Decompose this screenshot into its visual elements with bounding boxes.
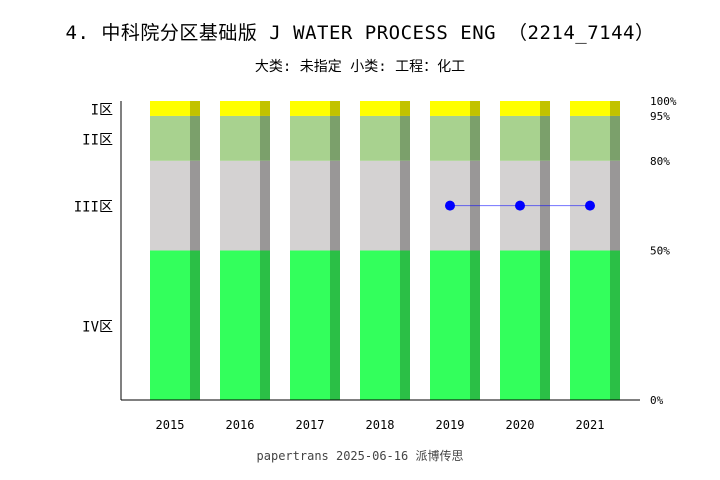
bar-shade-2017-zone-2 <box>330 115 340 161</box>
x-tick-label-2015: 2015 <box>156 418 185 432</box>
bar-shade-2015-zone-2 <box>190 115 200 161</box>
bar-shade-2021-zone-0 <box>610 250 620 400</box>
bar-shade-2017-zone-1 <box>330 160 340 251</box>
bar-segment-2018-zone-0 <box>360 250 400 400</box>
bar-segment-2017-zone-3 <box>290 101 330 116</box>
bar-shade-2017-zone-3 <box>330 101 340 116</box>
bar-shade-2019-zone-0 <box>470 250 480 400</box>
percent-tick-4: 0% <box>650 394 664 407</box>
bar-shade-2020-zone-2 <box>540 115 550 161</box>
bar-segment-2021-zone-2 <box>570 115 610 161</box>
bar-shade-2016-zone-1 <box>260 160 270 251</box>
bar-segment-2016-zone-1 <box>220 160 260 251</box>
bar-shade-2018-zone-3 <box>400 101 410 116</box>
bar-segment-2015-zone-3 <box>150 101 190 116</box>
zone-label-1: II区 <box>82 132 113 148</box>
x-tick-label-2020: 2020 <box>506 418 535 432</box>
bar-shade-2021-zone-1 <box>610 160 620 251</box>
bar-segment-2019-zone-2 <box>430 115 470 161</box>
bar-shade-2020-zone-0 <box>540 250 550 400</box>
bar-shade-2021-zone-3 <box>610 101 620 116</box>
x-tick-label-2019: 2019 <box>436 418 465 432</box>
series-point-2020 <box>515 200 525 211</box>
x-tick-label-2016: 2016 <box>226 418 255 432</box>
bar-segment-2016-zone-3 <box>220 101 260 116</box>
bar-shade-2016-zone-3 <box>260 101 270 116</box>
bar-shade-2018-zone-2 <box>400 115 410 161</box>
bar-segment-2021-zone-0 <box>570 250 610 400</box>
bar-segment-2020-zone-0 <box>500 250 540 400</box>
bar-segment-2015-zone-0 <box>150 250 190 400</box>
bar-segment-2017-zone-0 <box>290 250 330 400</box>
series-point-2019 <box>445 200 455 211</box>
bar-shade-2016-zone-2 <box>260 115 270 161</box>
bar-segment-2020-zone-3 <box>500 101 540 116</box>
x-tick-label-2018: 2018 <box>366 418 395 432</box>
bar-shade-2018-zone-1 <box>400 160 410 251</box>
zone-label-2: III区 <box>74 200 113 216</box>
bar-shade-2020-zone-3 <box>540 101 550 116</box>
bar-segment-2020-zone-2 <box>500 115 540 161</box>
bar-segment-2021-zone-3 <box>570 101 610 116</box>
percent-tick-0: 100% <box>650 95 677 108</box>
bar-shade-2016-zone-0 <box>260 250 270 400</box>
bar-segment-2016-zone-0 <box>220 250 260 400</box>
chart-title: 4. 中科院分区基础版 J WATER PROCESS ENG （2214_71… <box>65 22 655 44</box>
bar-shade-2019-zone-2 <box>470 115 480 161</box>
bar-segment-2015-zone-2 <box>150 115 190 161</box>
bar-segment-2018-zone-1 <box>360 160 400 251</box>
x-tick-label-2021: 2021 <box>576 418 605 432</box>
bar-shade-2015-zone-1 <box>190 160 200 251</box>
percent-tick-3: 50% <box>650 245 670 258</box>
chart-subtitle: 大类: 未指定 小类: 工程：化工 <box>254 59 466 75</box>
zone-label-0: I区 <box>91 102 113 118</box>
percent-tick-2: 80% <box>650 155 670 168</box>
series-point-2021 <box>585 200 595 211</box>
bar-shade-2015-zone-0 <box>190 250 200 400</box>
bar-shade-2019-zone-3 <box>470 101 480 116</box>
bar-shade-2018-zone-0 <box>400 250 410 400</box>
bar-segment-2017-zone-1 <box>290 160 330 251</box>
percent-tick-1: 95% <box>650 110 670 123</box>
bar-shade-2015-zone-3 <box>190 101 200 116</box>
bar-segment-2019-zone-0 <box>430 250 470 400</box>
bar-shade-2017-zone-0 <box>330 250 340 400</box>
bar-segment-2015-zone-1 <box>150 160 190 251</box>
bar-segment-2017-zone-2 <box>290 115 330 161</box>
zone-label-3: IV区 <box>82 319 113 335</box>
bar-segment-2018-zone-2 <box>360 115 400 161</box>
bar-segment-2019-zone-3 <box>430 101 470 116</box>
bar-shade-2021-zone-2 <box>610 115 620 161</box>
bar-segment-2016-zone-2 <box>220 115 260 161</box>
bar-segment-2018-zone-3 <box>360 101 400 116</box>
x-tick-label-2017: 2017 <box>296 418 325 432</box>
chart-footer: papertrans 2025-06-16 派博传思 <box>256 449 464 463</box>
